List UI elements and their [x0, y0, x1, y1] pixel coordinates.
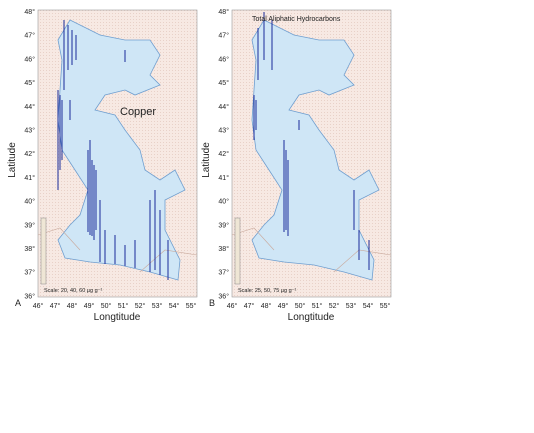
lon-tick: 46°: [33, 302, 44, 310]
lon-tick: 49°: [278, 302, 289, 310]
lat-tick: 44°: [218, 103, 229, 111]
x-axis-label: Longtitude: [288, 312, 335, 323]
lon-tick: 54°: [363, 302, 374, 310]
lat-tick: 45°: [218, 79, 229, 87]
scale-text: Scale: 25, 50, 75 µg g⁻¹: [238, 288, 297, 294]
lat-tick: 37°: [24, 269, 35, 277]
lat-tick: 48°: [218, 8, 229, 16]
lat-tick: 42°: [24, 150, 35, 158]
panel-title: Total Aliphatic Hydrocarbons: [252, 16, 341, 23]
lon-tick: 52°: [329, 302, 340, 310]
panel-title: Copper: [120, 106, 156, 118]
lat-tick: 36°: [218, 292, 229, 300]
lat-tick: 47°: [24, 32, 35, 40]
panel-letter: B: [209, 298, 215, 308]
lat-tick: 39°: [24, 221, 35, 229]
lat-tick: 40°: [218, 198, 229, 206]
lon-tick: 47°: [244, 302, 255, 310]
scale-text: Scale: 20, 40, 60 µg g⁻¹: [44, 288, 103, 294]
scale-bar: [40, 217, 47, 285]
lat-tick: 41°: [24, 174, 35, 182]
lon-tick: 48°: [67, 302, 78, 310]
lat-tick: 40°: [24, 198, 35, 206]
lat-tick: 45°: [24, 79, 35, 87]
lon-tick: 48°: [261, 302, 272, 310]
map-panel: Copper Scale: 20, 40, 60 µg g⁻¹ A Latitude L…: [7, 8, 198, 323]
lon-tick: 54°: [169, 302, 180, 310]
lat-tick: 38°: [24, 245, 35, 253]
x-axis-label: Longtitude: [94, 312, 141, 323]
lon-tick: 55°: [380, 302, 391, 310]
lat-tick: 39°: [218, 221, 229, 229]
lat-tick: 36°: [24, 292, 35, 300]
lon-tick: 51°: [118, 302, 129, 310]
lon-tick: 46°: [227, 302, 238, 310]
lon-tick: 53°: [346, 302, 357, 310]
scale-bar: [234, 217, 241, 285]
lat-tick: 38°: [218, 245, 229, 253]
lon-tick: 50°: [101, 302, 112, 310]
lat-tick: 44°: [24, 103, 35, 111]
y-axis-label: Latitude: [201, 142, 212, 178]
panel-letter: A: [15, 298, 21, 308]
lat-tick: 46°: [24, 55, 35, 63]
y-axis-label: Latitude: [7, 142, 18, 178]
lon-tick: 51°: [312, 302, 323, 310]
lat-tick: 46°: [218, 55, 229, 63]
lon-tick: 53°: [152, 302, 163, 310]
lat-tick: 48°: [24, 8, 35, 16]
lat-tick: 43°: [218, 127, 229, 135]
lat-tick: 41°: [218, 174, 229, 182]
lon-tick: 49°: [84, 302, 95, 310]
lon-tick: 50°: [295, 302, 306, 310]
lon-tick: 47°: [50, 302, 61, 310]
lat-tick: 37°: [218, 269, 229, 277]
lon-tick: 52°: [135, 302, 146, 310]
map-panel: Total Aliphatic Hydrocarbons Scale: 25, 5…: [201, 8, 392, 323]
lat-tick: 43°: [24, 127, 35, 135]
lon-tick: 55°: [186, 302, 197, 310]
lat-tick: 47°: [218, 32, 229, 40]
lat-tick: 42°: [218, 150, 229, 158]
